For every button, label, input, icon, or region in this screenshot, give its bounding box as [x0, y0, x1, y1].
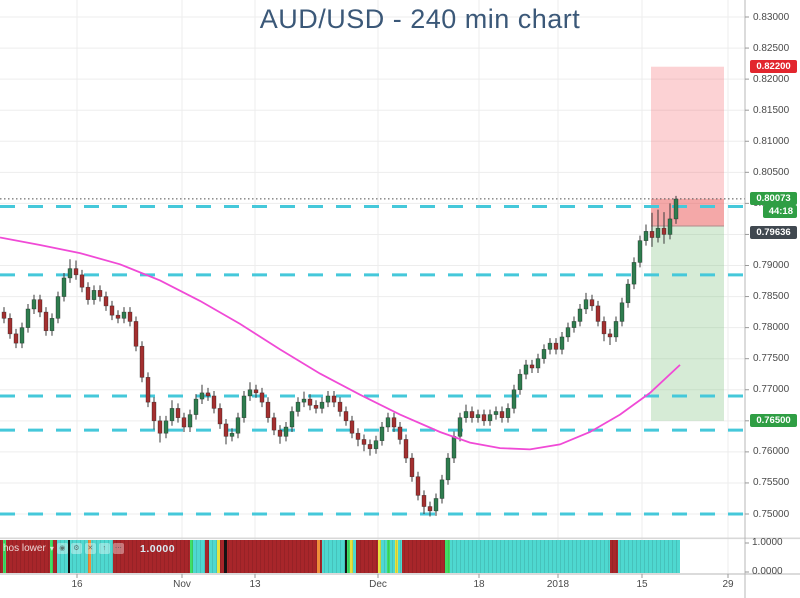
eye-icon[interactable]: ◉	[56, 543, 68, 554]
date-tick-label: 13	[249, 579, 261, 590]
more-icon[interactable]: ⋯	[112, 543, 124, 554]
last-price-label: 0.80073	[750, 192, 797, 206]
study-value: 1.0000	[140, 543, 176, 555]
price-tick-label: 0.78000	[753, 322, 790, 334]
price-tick-label: 0.82500	[753, 42, 790, 54]
price-tick-label: 0.76000	[753, 446, 790, 458]
price-tick-label: 0.81500	[753, 104, 790, 116]
date-tick-label: 15	[636, 579, 648, 590]
price-tick-label: 0.78500	[753, 291, 790, 303]
price-tick-label: 0.79000	[753, 260, 790, 271]
date-tick-label: 29	[722, 579, 734, 590]
chart-title: AUD/USD - 240 min chart	[259, 4, 581, 34]
study-legend-row: hos lower ▾ ◉ ⚙ ✕ ↑ ⋯	[3, 543, 124, 554]
position-tool[interactable]	[651, 66, 724, 421]
arrow-up-icon[interactable]: ↑	[98, 543, 110, 554]
gear-icon[interactable]: ⚙	[70, 543, 82, 554]
chevron-down-icon[interactable]: ▾	[49, 544, 54, 553]
price-tick-label: 0.83000	[753, 11, 790, 23]
price-tick-label: 0.80500	[753, 166, 790, 178]
price-tick-label: 0.82000	[753, 73, 790, 85]
price-tick-label: 0.75500	[753, 477, 790, 489]
price-tick-label: 0.75000	[753, 508, 790, 520]
price-tick-label: 0.77500	[753, 353, 790, 365]
price-tick-label: 0.81000	[753, 135, 790, 147]
date-tick-label: 18	[473, 579, 485, 590]
close-icon[interactable]: ✕	[84, 543, 96, 554]
date-tick-label: Nov	[173, 579, 191, 590]
study-name[interactable]: hos lower	[3, 543, 46, 554]
target-price-label: 0.76500	[750, 414, 797, 428]
study-axis-bottom-label: 0.0000	[752, 566, 783, 577]
price-tick-label: 0.77000	[753, 384, 790, 396]
bar-countdown-label: 44:18	[763, 205, 797, 219]
date-tick-label: Dec	[369, 579, 387, 590]
moving-average-line[interactable]	[0, 236, 681, 451]
date-tick-label: 2018	[546, 579, 570, 590]
date-tick-label: 16	[71, 579, 83, 590]
entry-price-label: 0.79636	[750, 226, 797, 240]
stop-price-label: 0.82200	[750, 60, 797, 74]
study-axis-top-label: 1.0000	[752, 537, 783, 548]
